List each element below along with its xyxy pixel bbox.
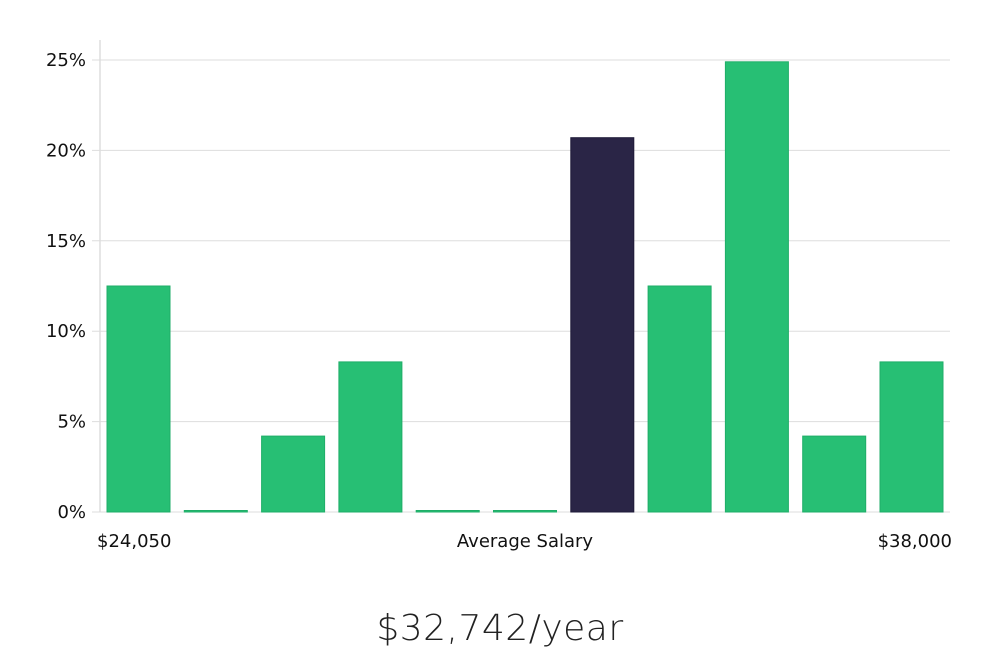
x-max-label: $38,000 [878, 531, 952, 552]
x-axis-label: Average Salary [457, 531, 594, 552]
y-tick-label: 20% [46, 140, 86, 161]
y-tick-label: 25% [46, 50, 86, 71]
y-tick-label: 0% [57, 502, 86, 523]
bar [106, 285, 171, 513]
bar [183, 510, 248, 513]
bars [106, 61, 944, 513]
y-tick-label: 5% [57, 412, 86, 433]
bar [338, 361, 403, 513]
y-tick-labels: 0% 5% 10% 15% 20% 25% [46, 50, 86, 523]
bar [415, 510, 480, 513]
bar [802, 435, 867, 513]
x-min-label: $24,050 [97, 531, 171, 552]
bar [647, 285, 712, 513]
y-tick-label: 10% [46, 321, 86, 342]
y-tick-label: 15% [46, 231, 86, 252]
average-salary-value: $32,742/year [376, 608, 624, 649]
bar [724, 61, 789, 513]
bar [879, 361, 944, 513]
bar [493, 510, 557, 513]
bar [261, 435, 326, 513]
bar-highlighted [570, 137, 635, 513]
salary-histogram-chart: 0%5%10%15%20%25% $24,050 Average Salary … [46, 40, 952, 552]
